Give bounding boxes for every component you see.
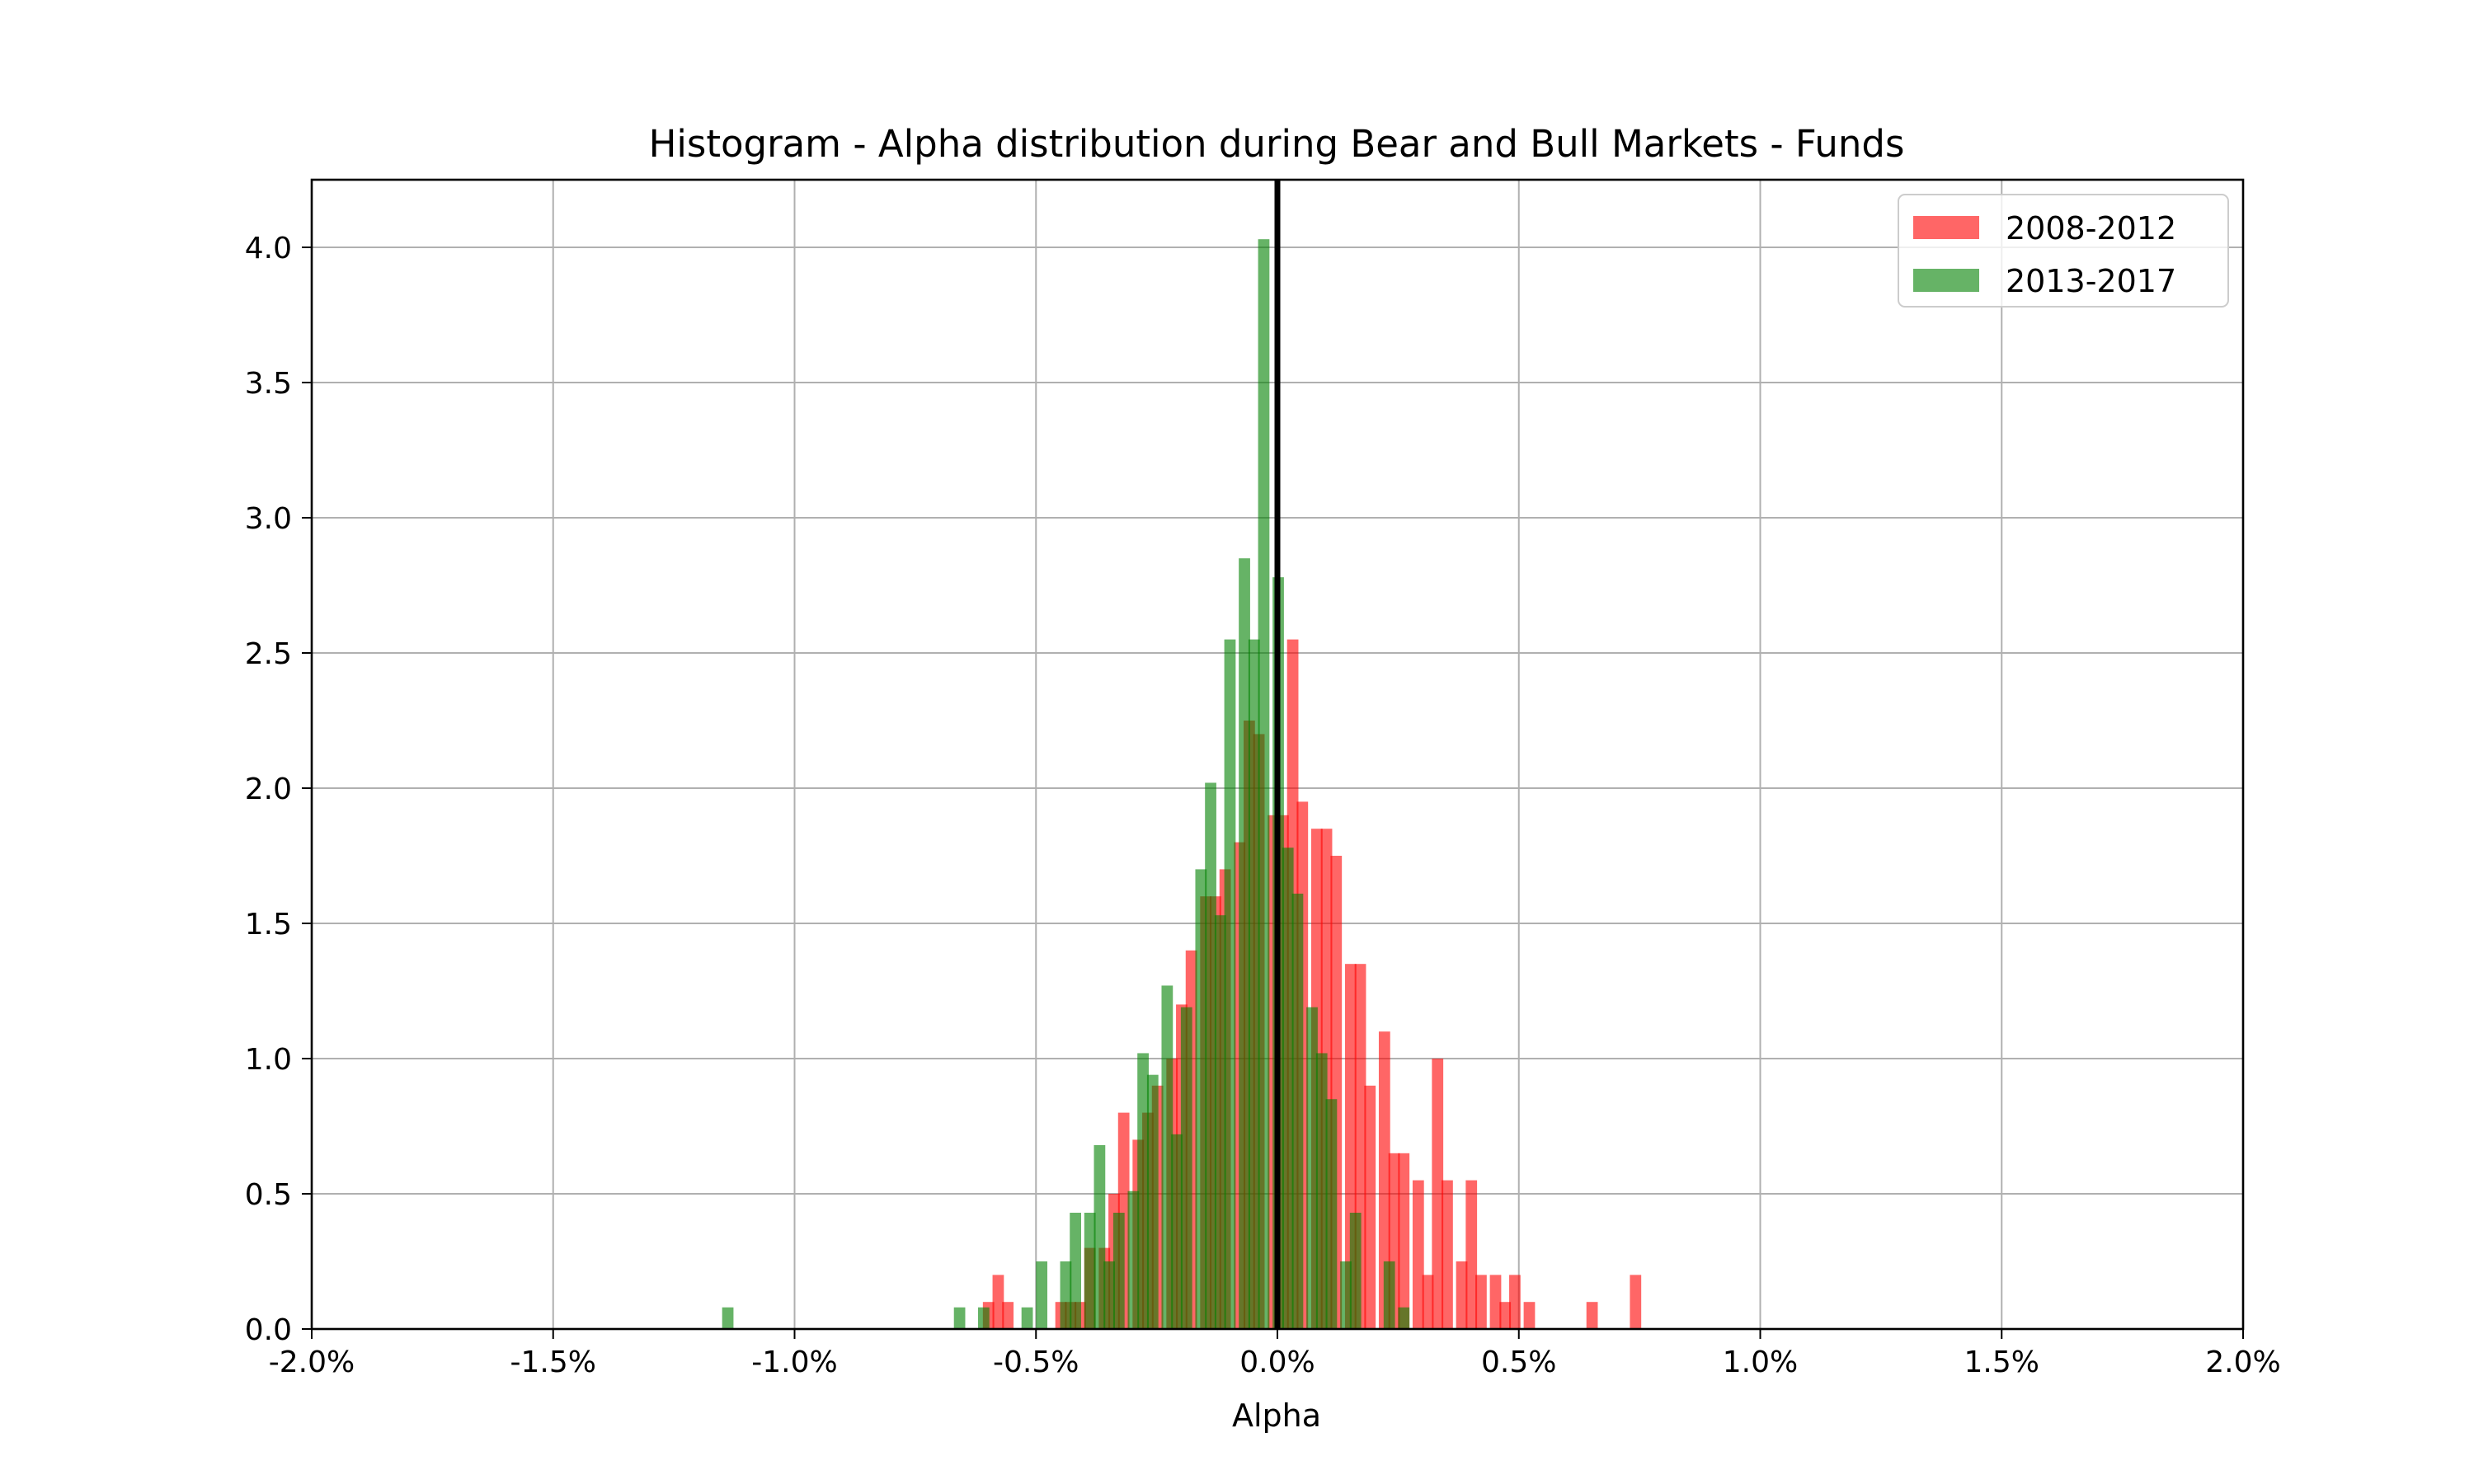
histogram-bar xyxy=(1036,1261,1048,1329)
histogram-bar xyxy=(1291,893,1304,1329)
histogram-bar xyxy=(1171,1134,1183,1329)
y-tick-label: 1.5 xyxy=(245,908,292,942)
histogram-bar xyxy=(1398,1153,1410,1329)
y-tick-label: 2.5 xyxy=(245,637,292,671)
x-tick-label: -1.0% xyxy=(751,1345,837,1379)
legend-label: 2008-2012 xyxy=(2006,210,2176,247)
histogram-bar xyxy=(722,1307,734,1329)
x-tick-label: 1.0% xyxy=(1723,1345,1798,1379)
histogram-bar xyxy=(1195,869,1207,1329)
chart-title: Histogram - Alpha distribution during Be… xyxy=(649,122,1905,166)
histogram-bar xyxy=(1137,1053,1149,1329)
histogram-bar xyxy=(1248,639,1260,1329)
histogram-bar xyxy=(1349,1212,1362,1329)
histogram-bar xyxy=(1214,915,1226,1329)
y-tick-label: 3.0 xyxy=(245,502,292,536)
legend-swatch xyxy=(1913,216,1979,239)
histogram-bar xyxy=(1432,1059,1444,1329)
y-tick-label: 2.0 xyxy=(245,773,292,806)
y-tick-label: 4.0 xyxy=(245,232,292,265)
histogram-bar xyxy=(1475,1275,1487,1329)
histogram-bar xyxy=(1224,639,1236,1329)
legend-label: 2013-2017 xyxy=(2006,263,2176,299)
y-tick-label: 0.5 xyxy=(245,1178,292,1212)
histogram-bar xyxy=(1465,1180,1478,1329)
y-tick-label: 3.5 xyxy=(245,367,292,401)
histogram-bar xyxy=(1383,1261,1395,1329)
histogram-bar xyxy=(1398,1307,1410,1329)
histogram-bar xyxy=(1127,1190,1140,1329)
histogram-bar xyxy=(992,1275,1004,1329)
histogram-bar xyxy=(1340,1261,1352,1329)
legend-swatch xyxy=(1913,269,1979,292)
histogram-bar xyxy=(1070,1212,1081,1329)
histogram-bar xyxy=(1258,239,1270,1329)
histogram-bar xyxy=(1021,1307,1033,1329)
legend: 2008-2012 2013-2017 xyxy=(1898,194,2229,308)
histogram-bar xyxy=(1523,1302,1536,1329)
histogram-bar xyxy=(1180,1007,1192,1329)
y-tick-label: 1.0 xyxy=(245,1043,292,1077)
histogram-bar xyxy=(953,1307,966,1329)
histogram-bar xyxy=(1103,1261,1115,1329)
histogram-bar xyxy=(1060,1261,1072,1329)
histogram-bar xyxy=(1094,1144,1106,1329)
histogram-bar xyxy=(1456,1261,1468,1329)
x-tick-label: 0.5% xyxy=(1481,1345,1556,1379)
histogram-bar xyxy=(1306,1007,1318,1329)
histogram-bar xyxy=(1489,1275,1502,1329)
histogram-bar xyxy=(1315,1053,1328,1329)
y-tick-label: 0.0 xyxy=(245,1313,292,1347)
histogram-bar xyxy=(1325,1099,1338,1329)
histogram-bar xyxy=(1412,1180,1424,1329)
x-tick-label: -2.0% xyxy=(269,1345,355,1379)
x-tick-label: -0.5% xyxy=(993,1345,1079,1379)
histogram-bar xyxy=(977,1307,990,1329)
histogram-bar xyxy=(1630,1275,1642,1329)
bars-layer xyxy=(722,239,1642,1329)
histogram-bar xyxy=(1509,1275,1521,1329)
x-tick-label: -1.5% xyxy=(510,1345,596,1379)
histogram-bar xyxy=(1146,1074,1159,1329)
histogram-bar xyxy=(1586,1302,1598,1329)
x-tick-label: 2.0% xyxy=(2205,1345,2280,1379)
x-tick-label: 1.5% xyxy=(1964,1345,2039,1379)
histogram-bar xyxy=(1084,1212,1096,1329)
ticks-layer: -2.0% -1.5% -1.0% -0.5% 0.0% 0.5% 1.0% 1.5% 2.0%… xyxy=(245,232,2281,1379)
histogram-bar xyxy=(1239,558,1250,1329)
x-tick-label: 0.0% xyxy=(1239,1345,1315,1379)
histogram-bar xyxy=(1364,1085,1376,1329)
histogram-bar xyxy=(1161,985,1174,1329)
histogram-bar xyxy=(1002,1302,1014,1329)
histogram-bar xyxy=(1205,782,1216,1329)
x-axis-label: Alpha xyxy=(1232,1397,1321,1434)
histogram-bar xyxy=(1422,1275,1434,1329)
legend-box xyxy=(1898,194,2229,308)
histogram-bar xyxy=(1378,1031,1390,1329)
histogram-bar xyxy=(1499,1302,1512,1329)
histogram-bar xyxy=(1282,848,1294,1329)
histogram-bar xyxy=(1112,1212,1125,1329)
histogram-bar xyxy=(1442,1180,1453,1329)
